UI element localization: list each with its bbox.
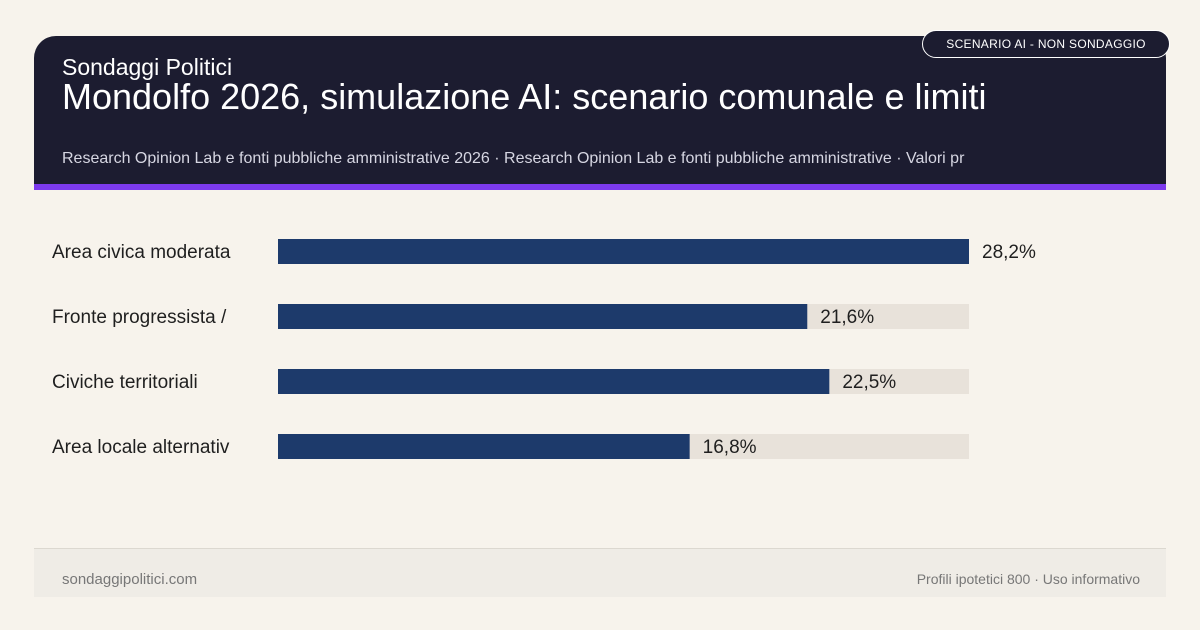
value-label: 21,6% <box>820 307 874 328</box>
value-label: 16,8% <box>703 437 757 458</box>
bar-chart: Area civica moderata 28,2% Fronte progress… <box>52 239 1036 459</box>
bar <box>278 304 808 329</box>
category-label: Area civica moderata <box>52 242 231 263</box>
bar <box>278 434 690 459</box>
header-banner: Sondaggi Politici Mondolfo 2026, simulaz… <box>34 36 1166 184</box>
footer-site-link[interactable]: sondaggipolitici.com <box>62 571 198 588</box>
bar <box>278 239 969 264</box>
scenario-badge: SCENARIO AI - NON SONDAGGIO <box>922 30 1170 58</box>
chart-subtitle: Research Opinion Lab e fonti pubbliche a… <box>62 150 965 167</box>
footer-note: Profili ipotetici 800 · Uso informativo <box>916 571 1140 587</box>
bar <box>278 369 830 394</box>
accent-bar <box>34 184 1166 190</box>
category-label: Fronte progressista / <box>52 307 227 328</box>
footer: sondaggipolitici.com Profili ipotetici 8… <box>34 548 1166 597</box>
brand-name: Sondaggi Politici <box>62 54 233 80</box>
value-label: 28,2% <box>982 242 1036 263</box>
value-label: 22,5% <box>842 372 896 393</box>
category-label: Area locale alternativ <box>52 437 230 458</box>
category-label: Civiche territoriali <box>52 372 198 393</box>
chart-title: Mondolfo 2026, simulazione AI: scenario … <box>62 76 987 117</box>
